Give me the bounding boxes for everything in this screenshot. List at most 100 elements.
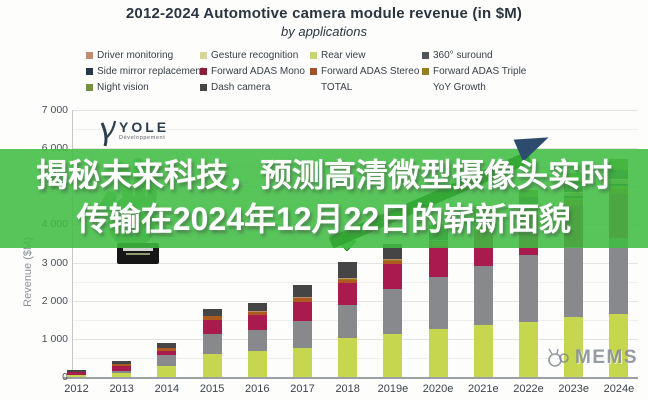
bar-segment <box>67 371 86 375</box>
bar-segment <box>383 333 403 377</box>
bar-segment <box>564 246 584 318</box>
bar-segment <box>202 353 222 377</box>
bar-segment <box>428 246 448 277</box>
y-tick-label: 7 000 <box>41 104 68 116</box>
legend-label: Side mirror replacement <box>97 66 204 77</box>
x-tick-label: 2014 <box>154 383 180 395</box>
legend-label: Dash camera <box>211 82 271 93</box>
legend-swatch <box>200 52 207 59</box>
legend-label: Rear view <box>321 50 366 61</box>
legend-label: Forward ADAS Mono <box>211 66 305 77</box>
bar-segment <box>202 315 222 321</box>
overlay-banner <box>0 149 648 248</box>
bar-segment <box>67 369 86 372</box>
legend-swatch <box>200 84 207 91</box>
bar-segment <box>112 360 132 365</box>
bar-segment <box>338 304 358 339</box>
y-tick-label: 1 000 <box>41 332 68 345</box>
bar-segment <box>609 237 629 315</box>
legend-swatch-none <box>310 84 317 91</box>
gridline <box>72 148 638 150</box>
legend-item-total: TOTAL <box>310 82 422 93</box>
bar-segment <box>428 329 448 377</box>
bar-segment <box>157 347 177 351</box>
legend-label: Forward ADAS Stereo <box>321 66 420 77</box>
legend-item-driver-monitoring: Driver monitoring <box>86 50 200 61</box>
bar-segment <box>247 315 267 331</box>
legend-label: Gesture recognition <box>211 50 299 61</box>
legend-swatch <box>422 52 429 59</box>
legend-item-yoy-growth: YoY Growth <box>422 82 540 93</box>
x-tick-label: 2024e <box>603 383 635 395</box>
x-tick-label: 2017 <box>290 383 315 395</box>
legend-swatch <box>86 84 93 91</box>
x-tick-label: 2015 <box>199 383 225 395</box>
legend-swatch <box>310 68 317 75</box>
bar-segment <box>383 263 403 289</box>
bar-segment <box>293 347 312 377</box>
bar-segment <box>293 321 312 348</box>
legend-item-night-vision: Night vision <box>86 82 200 93</box>
mems-bee-icon <box>548 348 569 367</box>
yole-logo: YOLE Développement <box>100 120 169 148</box>
bar-segment <box>383 260 403 264</box>
x-tick-label: 2022e <box>513 383 544 395</box>
bar-segment <box>383 259 403 261</box>
legend-label: Forward ADAS Triple <box>433 66 527 77</box>
bar-segment <box>473 325 493 377</box>
x-tick-label: 2012 <box>64 383 89 395</box>
y-tick-label: 3 000 <box>41 256 68 269</box>
legend-label: 360° suround <box>433 50 493 61</box>
legend-item-360-suround: 360° suround <box>422 50 540 61</box>
legend-swatch <box>200 68 207 75</box>
legend-item-forward-adas-mono: Forward ADAS Mono <box>200 66 310 77</box>
bar-segment <box>519 322 538 377</box>
bar-segment <box>112 371 132 373</box>
yole-logo-text: YOLE <box>119 119 170 135</box>
bar-segment <box>247 330 267 351</box>
mems-watermark-text: MEMS <box>575 347 638 368</box>
x-tick-label: 2016 <box>245 383 270 395</box>
bar-segment <box>67 374 86 377</box>
camera-module-image <box>117 243 159 264</box>
bar-segment <box>473 266 493 326</box>
legend-swatch <box>86 52 93 59</box>
bar-segment <box>564 317 584 377</box>
bar-segment <box>112 372 132 377</box>
legend-label: TOTAL <box>321 82 353 93</box>
bar-segment <box>338 338 358 377</box>
bar-segment <box>428 276 448 330</box>
x-tick-label: 2020e <box>422 383 454 395</box>
bar-segment <box>202 320 222 334</box>
chart-title: 2012-2024 Automotive camera module reven… <box>125 5 523 22</box>
bar-segment <box>112 364 132 366</box>
legend: Driver monitoring Gesture recognition Rear… <box>86 50 540 93</box>
overlay-banner-line2: 传输在2024年12月22日的崭新面貌 <box>76 201 572 237</box>
legend-swatch <box>422 68 429 75</box>
bar-segment <box>202 333 222 354</box>
bar-segment <box>112 365 132 372</box>
x-tick-label: 2023e <box>558 383 589 395</box>
x-axis-line <box>64 377 638 379</box>
yole-logo-subtext: Développement <box>119 135 166 141</box>
legend-item-forward-adas-triple: Forward ADAS Triple <box>422 66 540 77</box>
overlay-banner-text: 揭秘未来科技，预测高清微型摄像头实时 传输在2024年12月22日的崭新面貌 <box>0 153 648 241</box>
bar-segment <box>338 278 358 280</box>
gridline <box>72 110 638 111</box>
bar-segment <box>338 279 358 283</box>
bar-segment <box>202 308 222 316</box>
gridline <box>72 129 638 131</box>
camera-module-label <box>123 248 153 251</box>
legend-label: Driver monitoring <box>97 50 174 61</box>
bar-segment <box>338 282 358 305</box>
x-tick-label: 2021e <box>468 383 499 395</box>
bar-segment <box>519 254 538 323</box>
bar-segment <box>338 262 358 279</box>
legend-item-rear-view: Rear view <box>310 50 422 61</box>
legend-item-forward-adas-stereo: Forward ADAS Stereo <box>310 66 422 77</box>
bar-segment <box>247 311 267 316</box>
legend-swatch-none <box>422 84 429 91</box>
bar-segment <box>609 314 629 377</box>
bar-segment <box>383 288 403 334</box>
